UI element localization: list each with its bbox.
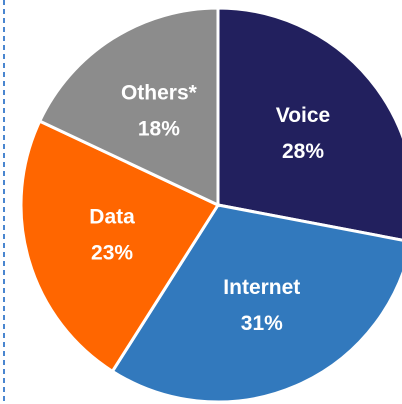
pie-slice <box>37 6 220 208</box>
pie: Voice 28% Internet 31% Data 23% Others* 18% <box>19 6 402 404</box>
pie-slice <box>110 203 402 404</box>
slice-value: 28% <box>282 140 324 163</box>
pie-slice <box>216 6 402 242</box>
slice-value: 18% <box>138 117 180 140</box>
slice-label: Others* <box>121 81 198 104</box>
slice-value: 31% <box>241 312 283 335</box>
slice-value: 23% <box>91 241 133 264</box>
pie-slice <box>19 119 221 374</box>
slice-label: Voice <box>276 104 330 127</box>
slice-label: Data <box>89 205 135 228</box>
slice-label: Internet <box>223 276 300 299</box>
